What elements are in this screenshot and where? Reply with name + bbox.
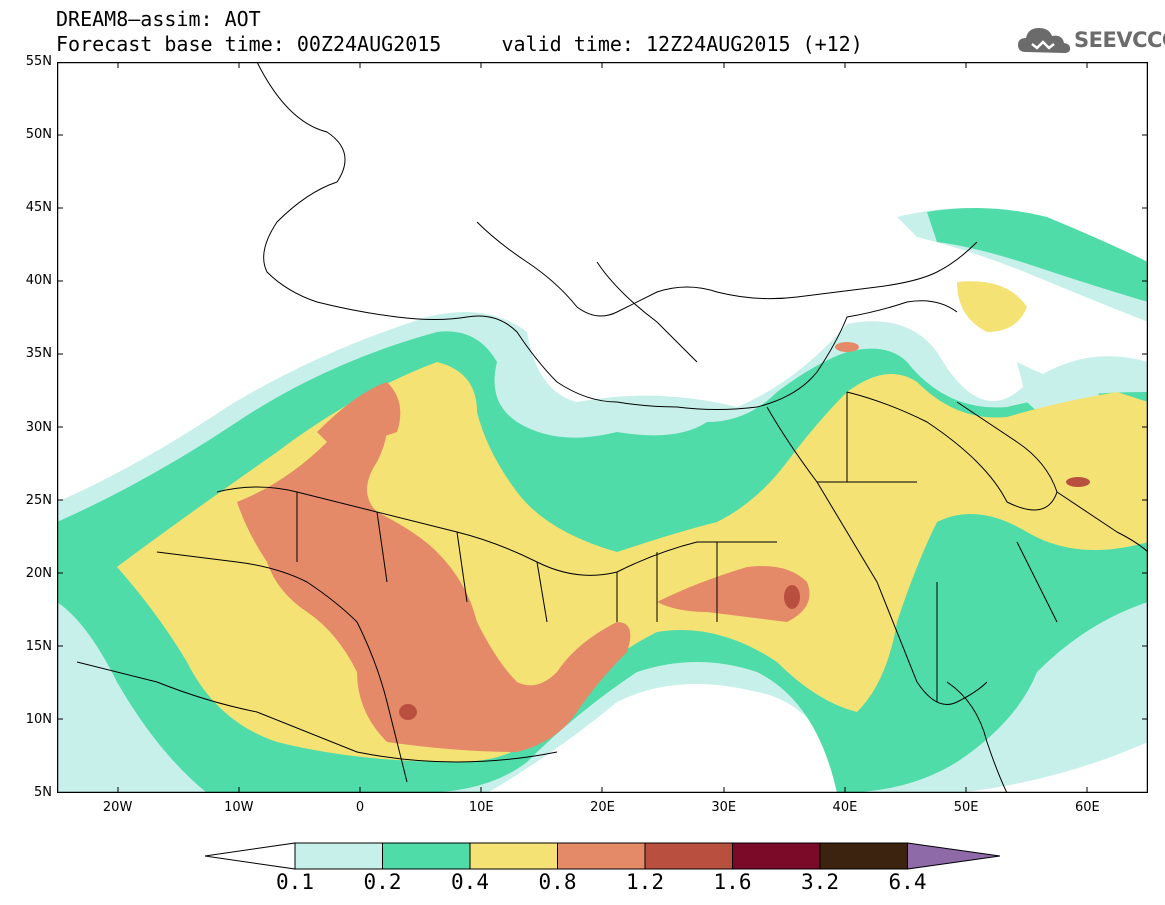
latitude-tick-label: 40N bbox=[25, 273, 52, 289]
colorbar-tick-label: 0.1 bbox=[276, 870, 314, 894]
longitude-tick-label: 10W bbox=[224, 800, 254, 815]
colorbar-max-arrow bbox=[907, 842, 1000, 870]
logo-text: SEEVCCC bbox=[1074, 28, 1165, 52]
latitude-tick-label: 55N bbox=[25, 54, 52, 69]
colorbar-tick-label: 0.4 bbox=[451, 870, 489, 894]
colorbar-bin bbox=[294, 842, 383, 870]
colorbar-min-arrow bbox=[205, 842, 296, 870]
latitude-tick-label: 10N bbox=[25, 711, 52, 727]
colorbar-bin bbox=[732, 842, 821, 870]
seevccc-logo: SEEVCCC bbox=[1016, 22, 1165, 58]
colorbar-tick-label: 0.8 bbox=[538, 870, 577, 894]
longitude-tick-label: 0 bbox=[355, 800, 365, 815]
colorbar-bin bbox=[469, 842, 558, 870]
colorbar-bin bbox=[557, 842, 646, 870]
forecast-time-subtitle: Forecast base time: 00Z24AUG2015 valid t… bbox=[56, 32, 863, 56]
longitude-tick-label: 40E bbox=[832, 800, 858, 815]
latitude-tick-label: 50N bbox=[25, 127, 52, 143]
colorbar-bin bbox=[382, 842, 471, 870]
colorbar-bin bbox=[644, 842, 733, 870]
map-title: DREAM8–assim: AOT bbox=[56, 7, 261, 31]
latitude-tick-label: 15N bbox=[25, 638, 52, 654]
aot-map bbox=[57, 62, 1148, 793]
longitude-tick-label: 50E bbox=[953, 800, 979, 815]
aot-contour-0.8 bbox=[237, 402, 631, 752]
latitude-tick-label: 20N bbox=[25, 565, 52, 581]
colorbar-tick-label: 1.2 bbox=[626, 870, 664, 894]
latitude-tick-label: 45N bbox=[25, 200, 52, 216]
latitude-tick-label: 5N bbox=[34, 785, 52, 800]
latitude-tick-label: 30N bbox=[25, 419, 52, 435]
longitude-tick-label: 30E bbox=[711, 800, 737, 815]
colorbar-tick-label: 0.2 bbox=[363, 870, 402, 894]
longitude-tick-label: 60E bbox=[1074, 800, 1100, 815]
longitude-tick-label: 20E bbox=[590, 800, 615, 815]
colorbar-bin bbox=[819, 842, 908, 870]
latitude-tick-label: 25N bbox=[25, 492, 52, 508]
colorbar-tick-label: 1.6 bbox=[713, 870, 752, 894]
aot-contour-1.2 bbox=[399, 704, 417, 720]
latitude-tick-label: 35N bbox=[25, 346, 52, 362]
longitude-tick-label: 10E bbox=[468, 800, 494, 815]
colorbar-tick-label: 6.4 bbox=[888, 870, 927, 894]
aot-colorbar bbox=[205, 842, 1000, 870]
colorbar-tick-label: 3.2 bbox=[801, 870, 839, 894]
longitude-tick-label: 20W bbox=[102, 800, 133, 815]
map-border bbox=[57, 62, 1148, 793]
cloud-icon bbox=[1018, 28, 1071, 53]
